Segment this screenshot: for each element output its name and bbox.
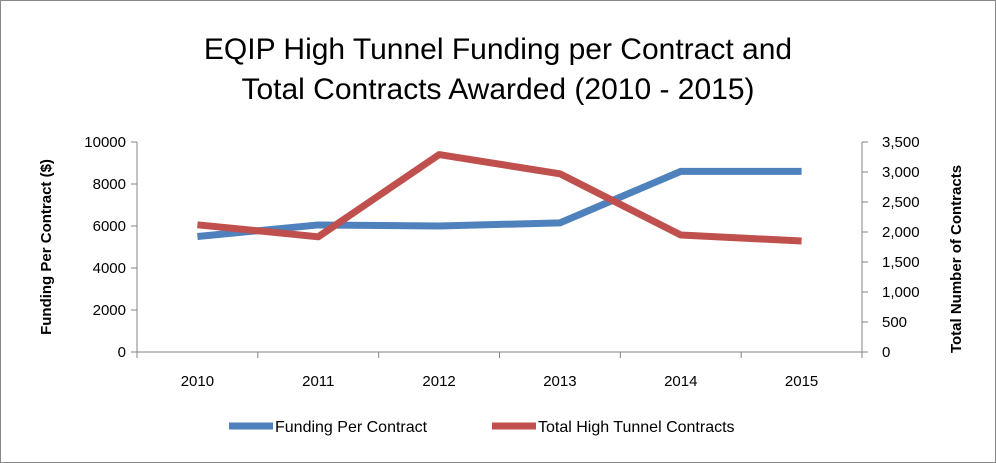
right-y-tick-label: 2,500: [882, 194, 920, 211]
series-line-1: [197, 167, 802, 240]
left-y-tick-label: 8000: [93, 176, 126, 193]
left-y-tick-label: 0: [118, 344, 126, 361]
x-tick-label: 2010: [181, 373, 214, 390]
series-line-2: [197, 151, 802, 245]
right-y-tick-label: 500: [882, 314, 907, 331]
x-tick-label: 2015: [785, 373, 818, 390]
chart-title: EQIP High Tunnel Funding per Contract an…: [0, 30, 996, 110]
right-y-tick-label: 1,000: [882, 284, 920, 301]
x-tick-label: 2014: [664, 373, 697, 390]
left-y-tick-label: 2000: [93, 302, 126, 319]
left-y-tick-label: 6000: [93, 218, 126, 235]
right-y-tick-label: 2,000: [882, 224, 920, 241]
legend-label-1: Funding Per Contract: [275, 419, 428, 436]
right-y-tick-label: 1,500: [882, 254, 920, 271]
series-layer: [197, 151, 802, 245]
x-tick-label: 2012: [422, 373, 455, 390]
left-y-axis-title: Funding Per Contract ($): [38, 159, 55, 335]
right-y-tick-label: 0: [882, 344, 890, 361]
right-y-tick-label: 3,500: [882, 134, 920, 151]
legend-label-2: Total High Tunnel Contracts: [538, 419, 735, 436]
right-y-tick-label: 3,000: [882, 164, 920, 181]
x-tick-label: 2011: [302, 373, 334, 390]
chart-title-line-1: EQIP High Tunnel Funding per Contract an…: [203, 33, 793, 66]
left-y-tick-label: 10000: [84, 134, 126, 151]
legend: Funding Per Contract Total High Tunnel Co…: [229, 419, 735, 436]
chart-title-line-2: Total Contracts Awarded (2010 - 2015): [241, 73, 755, 106]
right-y-axis-title: Total Number of Contracts: [948, 165, 965, 353]
x-tick-label: 2013: [543, 373, 576, 390]
left-y-tick-label: 4000: [93, 260, 126, 277]
axes-layer: 0 2000 4000 6000 8000 10000 0 500 1,000 1,500 2,00…: [38, 134, 965, 390]
